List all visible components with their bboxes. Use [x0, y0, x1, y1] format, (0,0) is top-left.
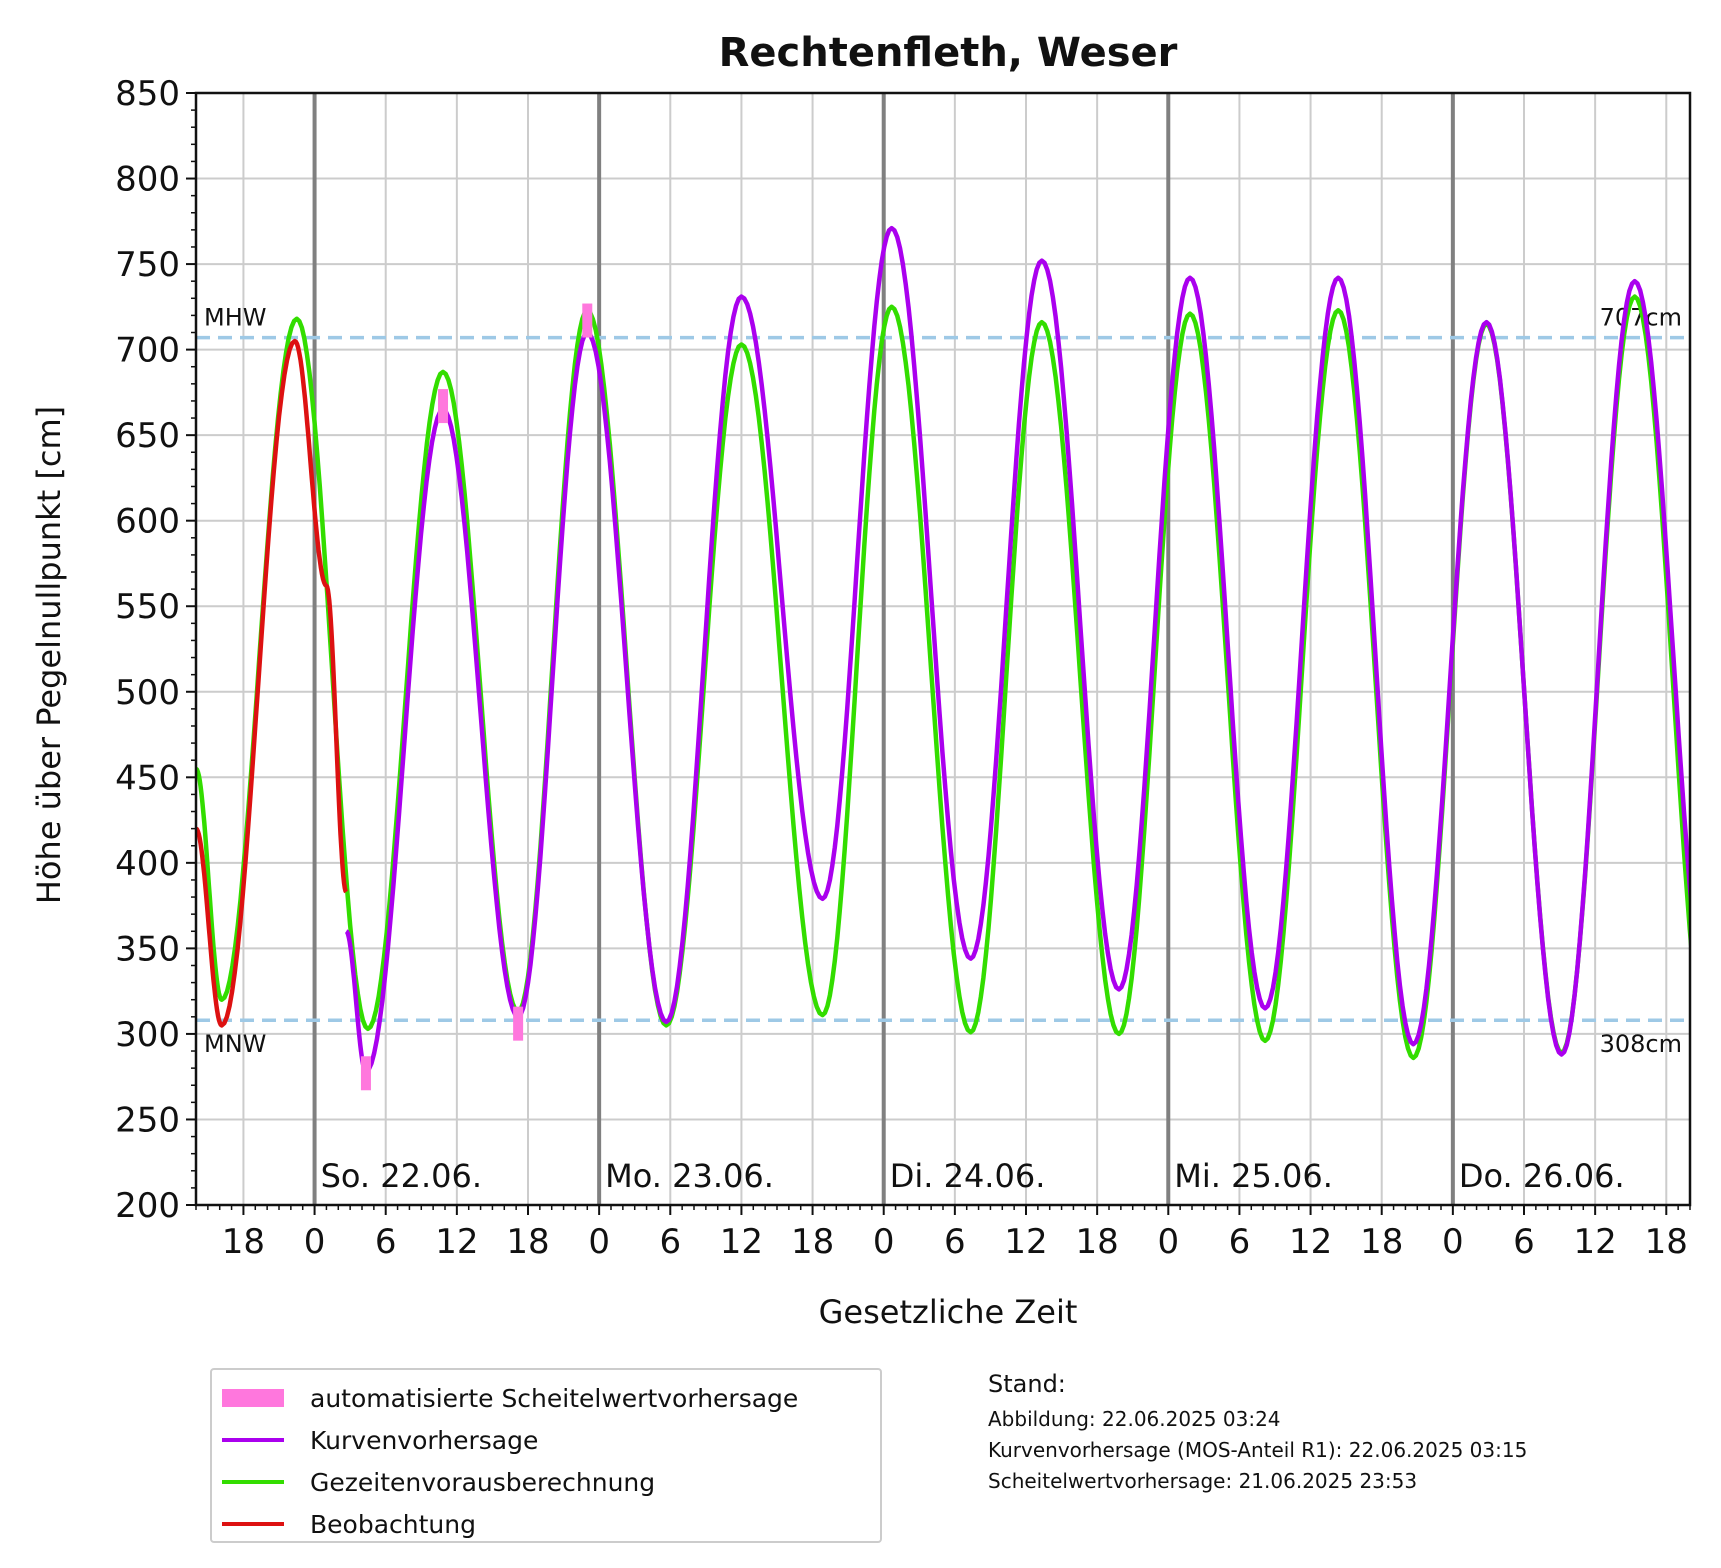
x-tick-label: 18 [1076, 1222, 1119, 1262]
stand-abbildung: Abbildung: 22.06.2025 03:24 [988, 1407, 1281, 1431]
y-tick-label: 650 [115, 416, 180, 456]
day-label: Di. 24.06. [890, 1157, 1046, 1195]
y-tick-label: 750 [115, 245, 180, 285]
x-tick-label: 12 [1004, 1222, 1047, 1262]
tide-chart: Rechtenfleth, Weser Höhe über Pegelnullp… [30, 30, 1692, 1331]
legend-swatch-scheitelwert [222, 1389, 284, 1407]
x-tick-label: 18 [506, 1222, 549, 1262]
x-tick-label: 0 [1157, 1222, 1179, 1262]
series-line-kurvenvorhersage [344, 225, 1690, 1074]
peak-forecast-marker [513, 1006, 524, 1041]
reference-name-mnw: MNW [204, 1030, 266, 1058]
x-axis-label: Gesetzliche Zeit [819, 1293, 1078, 1331]
x-tick-label: 18 [791, 1222, 834, 1262]
stand-scheitelwertvorhersage: Scheitelwertvorhersage: 21.06.2025 23:53 [988, 1469, 1418, 1493]
y-tick-label: 250 [115, 1100, 180, 1140]
y-tick-label: 300 [115, 1015, 180, 1055]
legend-swatch-beobachtung [222, 1522, 284, 1526]
legend-item-kurvenvorhersage: Kurvenvorhersage [222, 1420, 538, 1460]
plot-frame [194, 91, 1692, 1207]
x-tick-label: 0 [304, 1222, 326, 1262]
x-tick-label: 18 [222, 1222, 265, 1262]
day-label: Mi. 25.06. [1174, 1157, 1333, 1195]
y-tick-label: 200 [115, 1186, 180, 1226]
peak-forecast-marker [582, 303, 593, 338]
reference-name-mhw: MHW [204, 304, 266, 332]
y-tick-label: 450 [115, 758, 180, 798]
legend-item-gezeiten: Gezeitenvorausberechnung [222, 1462, 655, 1502]
x-tick-label: 12 [1574, 1222, 1617, 1262]
stand-info: Stand: Abbildung: 22.06.2025 03:24 Kurve… [988, 1370, 1527, 1497]
x-tick-label: 6 [944, 1222, 966, 1262]
y-tick-label: 700 [115, 331, 180, 371]
y-tick-label: 400 [115, 844, 180, 884]
x-tick-label: 12 [435, 1222, 478, 1262]
legend-item-beobachtung: Beobachtung [222, 1504, 476, 1544]
x-tick-label: 18 [1645, 1222, 1688, 1262]
legend: automatisierte Scheitelwertvorhersage Ku… [210, 1368, 882, 1543]
day-label: Do. 26.06. [1459, 1157, 1625, 1195]
peak-forecast-marker [438, 389, 449, 424]
legend-label-beobachtung: Beobachtung [310, 1509, 476, 1539]
series-line-gezeitenvorausberechnung [196, 294, 1690, 1061]
x-tick-label: 6 [659, 1222, 681, 1262]
x-tick-label: 0 [1442, 1222, 1464, 1262]
chart-title: Rechtenfleth, Weser [719, 30, 1178, 76]
stand-kurvenvorhersage: Kurvenvorhersage (MOS-Anteil R1): 22.06.… [988, 1438, 1528, 1462]
x-tick-label: 12 [720, 1222, 763, 1262]
legend-label-gezeiten: Gezeitenvorausberechnung [310, 1467, 656, 1497]
y-tick-label: 350 [115, 929, 180, 969]
x-tick-label: 0 [588, 1222, 610, 1262]
legend-label-kurvenvorhersage: Kurvenvorhersage [310, 1425, 539, 1455]
peak-forecast-marker [360, 1056, 371, 1091]
legend-label-scheitelwert: automatisierte Scheitelwertvorhersage [310, 1383, 799, 1413]
series-line-beobachtung [196, 338, 348, 1028]
stand-heading: Stand: [988, 1370, 1066, 1398]
legend-swatch-gezeiten [222, 1480, 284, 1484]
x-tick-label: 0 [873, 1222, 895, 1262]
x-tick-label: 18 [1360, 1222, 1403, 1262]
x-tick-label: 12 [1289, 1222, 1332, 1262]
y-tick-label: 500 [115, 673, 180, 713]
legend-swatch-kurvenvorhersage [222, 1438, 284, 1442]
x-tick-label: 6 [1513, 1222, 1535, 1262]
y-axis-label: Höhe über Pegelnullpunkt [cm] [30, 406, 68, 904]
x-tick-label: 6 [375, 1222, 397, 1262]
y-tick-label: 550 [115, 587, 180, 627]
reference-value-mnw: 308cm [1600, 1030, 1682, 1058]
y-tick-label: 850 [115, 74, 180, 114]
y-tick-label: 800 [115, 160, 180, 200]
x-tick-label: 6 [1229, 1222, 1251, 1262]
day-label: Mo. 23.06. [605, 1157, 774, 1195]
day-label: So. 22.06. [321, 1157, 482, 1195]
plot-area [196, 93, 1690, 1205]
series-group [196, 225, 1690, 1091]
legend-item-scheitelwert: automatisierte Scheitelwertvorhersage [222, 1378, 798, 1418]
y-tick-label: 600 [115, 502, 180, 542]
